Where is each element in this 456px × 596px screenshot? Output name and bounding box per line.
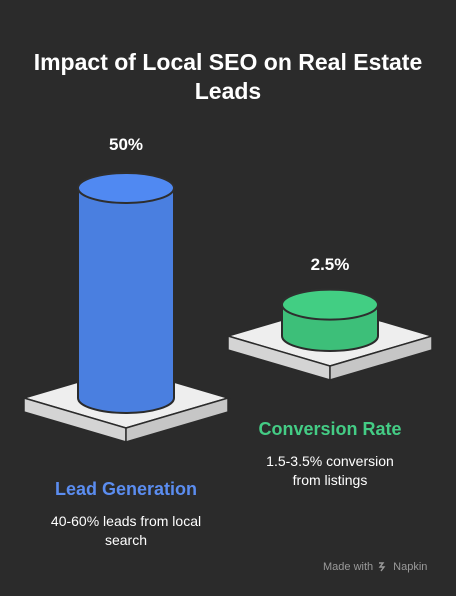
lead-bar xyxy=(77,172,175,414)
conversion-category-label: Conversion Rate xyxy=(258,419,402,439)
lead-description-line-2: search xyxy=(104,532,148,548)
footer-made-with: Made with xyxy=(323,561,374,573)
conversion-bar xyxy=(281,288,379,352)
chart-title: Impact of Local SEO on Real Estate Leads xyxy=(0,48,456,106)
footer-credit: Made with Napkin xyxy=(323,561,427,573)
lead-category-label: Lead Generation xyxy=(54,479,198,499)
conversion-description: 1.5-3.5% conversion from listings xyxy=(220,452,440,490)
chart-title-line-2: Leads xyxy=(194,78,262,104)
conversion-value-label: 2.5% xyxy=(310,255,350,274)
conversion-description-line-2: from listings xyxy=(292,472,368,488)
napkin-logo-icon xyxy=(378,562,386,572)
lead-description: 40-60% leads from local search xyxy=(16,512,236,550)
lead-value-label: 50% xyxy=(108,135,144,154)
lead-description-line-1: 40-60% leads from local xyxy=(50,513,202,529)
footer-brand: Napkin xyxy=(393,561,428,573)
conversion-description-line-1: 1.5-3.5% conversion xyxy=(266,453,394,469)
chart-title-line-1: Impact of Local SEO on Real Estate xyxy=(33,49,423,75)
